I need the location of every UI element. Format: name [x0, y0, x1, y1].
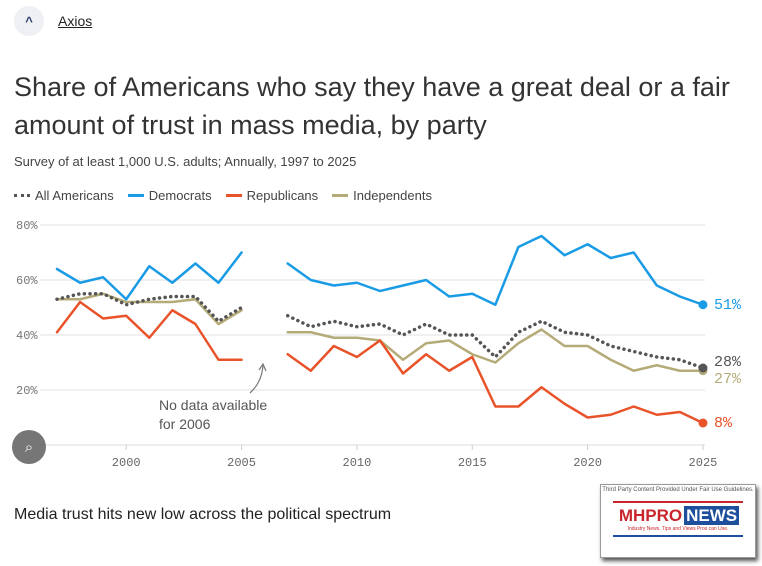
legend-swatch — [127, 194, 144, 197]
legend: All Americans Democrats Republicans Indepen… — [14, 188, 432, 203]
series-line-republicans — [286, 339, 705, 425]
series-line-republicans — [55, 300, 243, 361]
end-label: 51% — [714, 297, 742, 314]
x-tick-label: 2005 — [227, 456, 256, 470]
legend-swatch — [332, 194, 349, 197]
source-header: ^ Axios — [14, 6, 92, 36]
annotation-text: for 2006 — [159, 416, 211, 432]
legend-item: Democrats — [127, 188, 212, 203]
end-label: 27% — [714, 371, 742, 388]
end-label: 28% — [714, 354, 742, 371]
series-line-all-americans — [55, 292, 244, 323]
legend-label: Republicans — [246, 188, 319, 203]
line-chart: 20% 40% 60% 80% 2000 2005 2010 2015 2020 2025 28% 5… — [16, 219, 742, 470]
annotation-text: No data available — [159, 397, 267, 413]
chart-subtitle: Survey of at least 1,000 U.S. adults; An… — [14, 154, 357, 169]
legend-label: Independents — [353, 188, 432, 203]
lens-search-icon[interactable]: ⌕ — [12, 430, 46, 464]
x-tick-label: 2000 — [112, 456, 141, 470]
x-tick-label: 2010 — [343, 456, 372, 470]
series-line-all-americans — [285, 314, 705, 370]
end-label: 8% — [714, 415, 733, 432]
watermark-badge: Third Party Content Provided Under Fair … — [600, 484, 756, 558]
chart-title: Share of Americans who say they have a g… — [14, 72, 730, 140]
arrow-head-icon — [258, 362, 267, 372]
y-tick-label: 60% — [16, 274, 38, 288]
legend-label: All Americans — [35, 188, 114, 203]
legend-item: All Americans — [14, 188, 114, 203]
caption: Media trust hits new low across the poli… — [14, 506, 392, 523]
legend-swatch — [14, 194, 30, 197]
x-tick-label: 2020 — [573, 456, 602, 470]
watermark-logo: MHPRO NEWS — [613, 501, 743, 526]
legend-item: Independents — [332, 188, 432, 203]
end-point — [698, 363, 708, 373]
watermark-text: Third Party Content Provided Under Fair … — [602, 487, 754, 493]
watermark-tagline: Industry News, Tips and Views Pros can U… — [613, 526, 743, 537]
x-tick-label: 2025 — [689, 456, 718, 470]
series-line-democrats — [55, 251, 243, 301]
y-tick-label: 80% — [16, 219, 38, 233]
series-line-democrats — [286, 234, 705, 306]
legend-swatch — [225, 194, 242, 197]
end-point — [698, 300, 708, 310]
legend-label: Democrats — [148, 188, 212, 203]
y-tick-label: 40% — [16, 329, 38, 343]
series-line-independents — [286, 328, 705, 372]
axios-logo: ^ — [14, 6, 44, 36]
annotation-arrow — [249, 364, 264, 394]
series-line-independents — [55, 292, 243, 326]
x-tick-label: 2015 — [458, 456, 487, 470]
legend-item: Republicans — [225, 188, 319, 203]
y-tick-label: 20% — [16, 384, 38, 398]
source-link[interactable]: Axios — [58, 13, 93, 29]
end-point — [698, 418, 708, 428]
